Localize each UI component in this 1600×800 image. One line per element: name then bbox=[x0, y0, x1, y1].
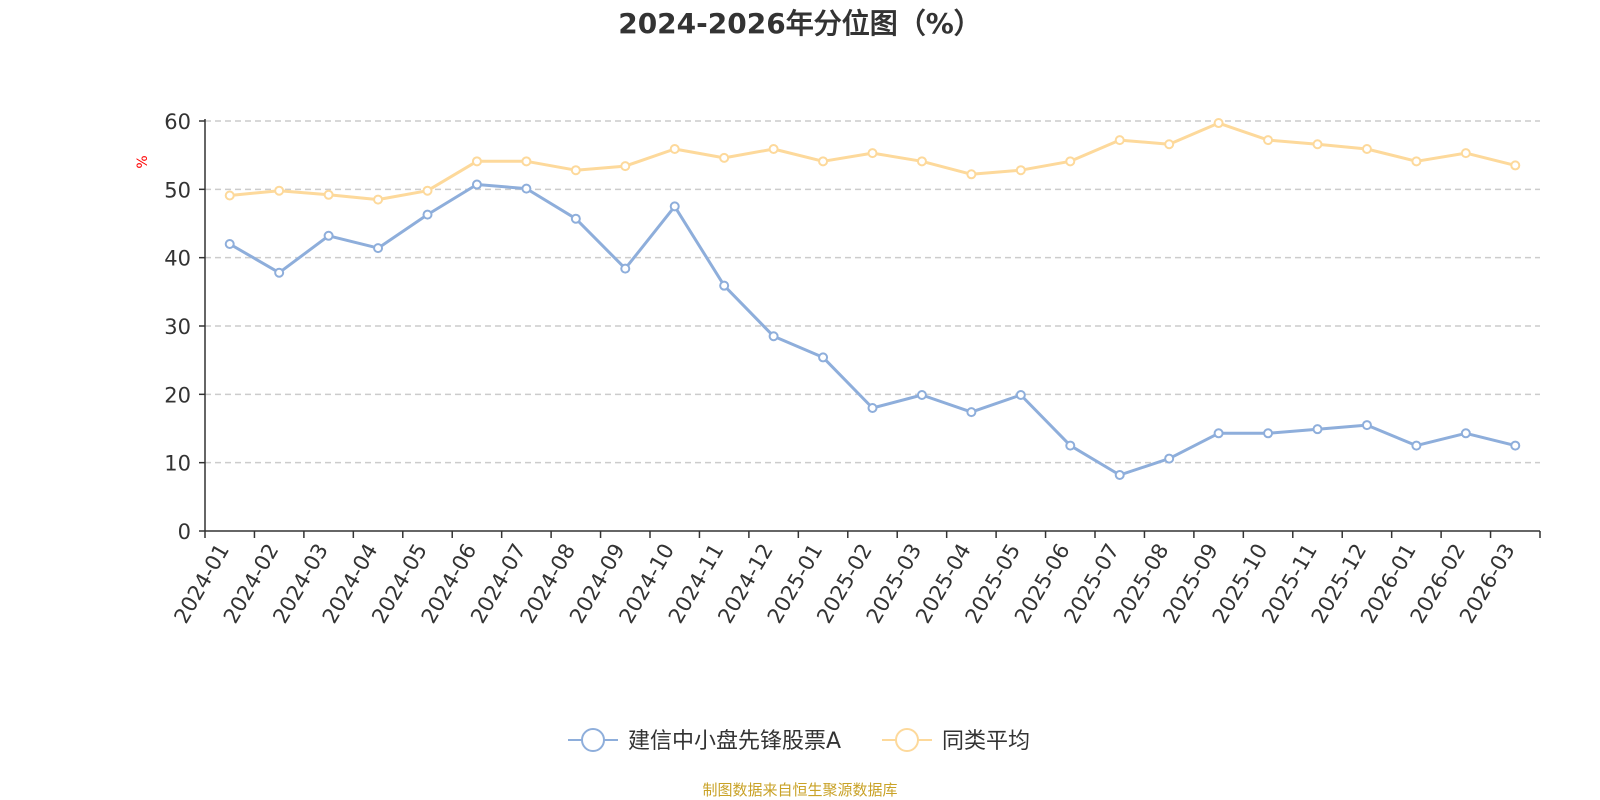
data-point[interactable] bbox=[620, 161, 631, 172]
y-tick-label: 40 bbox=[164, 247, 191, 271]
data-point[interactable] bbox=[323, 189, 334, 200]
data-point[interactable] bbox=[1510, 160, 1521, 171]
legend-label: 建信中小盘先锋股票A bbox=[628, 729, 841, 754]
y-tick-label: 30 bbox=[164, 315, 191, 339]
data-point[interactable] bbox=[224, 190, 235, 201]
data-point[interactable] bbox=[867, 148, 878, 159]
data-point[interactable] bbox=[1164, 139, 1175, 150]
data-point[interactable] bbox=[818, 156, 829, 167]
legend-label: 同类平均 bbox=[942, 729, 1030, 754]
data-point[interactable] bbox=[570, 165, 581, 176]
data-point[interactable] bbox=[373, 194, 384, 205]
data-point[interactable] bbox=[818, 352, 829, 363]
data-point[interactable] bbox=[1460, 148, 1471, 159]
series-0 bbox=[224, 179, 1521, 480]
data-point[interactable] bbox=[1510, 440, 1521, 451]
data-point[interactable] bbox=[916, 156, 927, 167]
data-point[interactable] bbox=[1114, 135, 1125, 146]
data-point[interactable] bbox=[1164, 453, 1175, 464]
y-tick-label: 0 bbox=[178, 520, 191, 544]
y-tick-label: 60 bbox=[164, 110, 191, 134]
data-source-note: 制图数据来自恒生聚源数据库 bbox=[702, 781, 898, 799]
data-point[interactable] bbox=[471, 179, 482, 190]
data-point[interactable] bbox=[422, 185, 433, 196]
y-tick-label: 10 bbox=[164, 452, 191, 476]
data-point[interactable] bbox=[1114, 469, 1125, 480]
chart-title: 2024-2026年分位图（%） bbox=[618, 7, 982, 40]
data-point[interactable] bbox=[471, 156, 482, 167]
data-point[interactable] bbox=[966, 407, 977, 418]
y-axis-ticks: 0 10 20 30 40 50 60 bbox=[164, 110, 205, 544]
data-point[interactable] bbox=[1065, 440, 1076, 451]
data-point[interactable] bbox=[1312, 424, 1323, 435]
axes bbox=[204, 119, 1540, 532]
data-point[interactable] bbox=[719, 280, 730, 291]
data-point[interactable] bbox=[1015, 165, 1026, 176]
data-point[interactable] bbox=[373, 243, 384, 254]
data-point[interactable] bbox=[719, 152, 730, 163]
legend-marker bbox=[581, 728, 605, 752]
legend-item[interactable]: 同类平均 bbox=[882, 728, 1030, 754]
data-point[interactable] bbox=[768, 331, 779, 342]
data-point[interactable] bbox=[1411, 156, 1422, 167]
data-point[interactable] bbox=[916, 390, 927, 401]
data-point[interactable] bbox=[867, 403, 878, 413]
y-tick-label: 50 bbox=[164, 178, 191, 202]
data-point[interactable] bbox=[274, 267, 285, 278]
data-point[interactable] bbox=[669, 144, 680, 155]
data-point[interactable] bbox=[1263, 135, 1274, 146]
data-point[interactable] bbox=[1411, 440, 1422, 451]
data-point[interactable] bbox=[620, 263, 631, 274]
data-point[interactable] bbox=[521, 156, 532, 167]
data-point[interactable] bbox=[570, 213, 581, 224]
data-point[interactable] bbox=[274, 185, 285, 196]
data-point[interactable] bbox=[1015, 390, 1026, 401]
data-point[interactable] bbox=[422, 209, 433, 220]
series-1 bbox=[224, 118, 1521, 205]
data-point[interactable] bbox=[1361, 144, 1372, 155]
data-point[interactable] bbox=[1213, 428, 1224, 439]
legend-marker bbox=[895, 728, 919, 752]
data-point[interactable] bbox=[768, 144, 779, 155]
data-point[interactable] bbox=[966, 169, 977, 180]
data-point[interactable] bbox=[669, 201, 680, 212]
data-point[interactable] bbox=[1065, 156, 1076, 167]
series-line bbox=[229, 121, 1516, 202]
data-point[interactable] bbox=[1213, 118, 1224, 129]
data-point[interactable] bbox=[1263, 428, 1274, 439]
series-line bbox=[228, 183, 1516, 477]
x-axis-ticks: 2024-012024-022024-032024-042024-052024-… bbox=[169, 531, 1541, 627]
series-layer bbox=[224, 118, 1521, 480]
data-point[interactable] bbox=[1361, 420, 1372, 431]
data-point[interactable] bbox=[323, 230, 334, 241]
y-tick-label: 20 bbox=[164, 383, 191, 407]
legend-item[interactable]: 建信中小盘先锋股票A bbox=[568, 728, 841, 754]
data-point[interactable] bbox=[1312, 139, 1323, 150]
data-point[interactable] bbox=[521, 183, 532, 194]
legend: 建信中小盘先锋股票A 同类平均 bbox=[568, 728, 1030, 754]
data-point[interactable] bbox=[1460, 428, 1471, 439]
data-point[interactable] bbox=[224, 239, 235, 249]
